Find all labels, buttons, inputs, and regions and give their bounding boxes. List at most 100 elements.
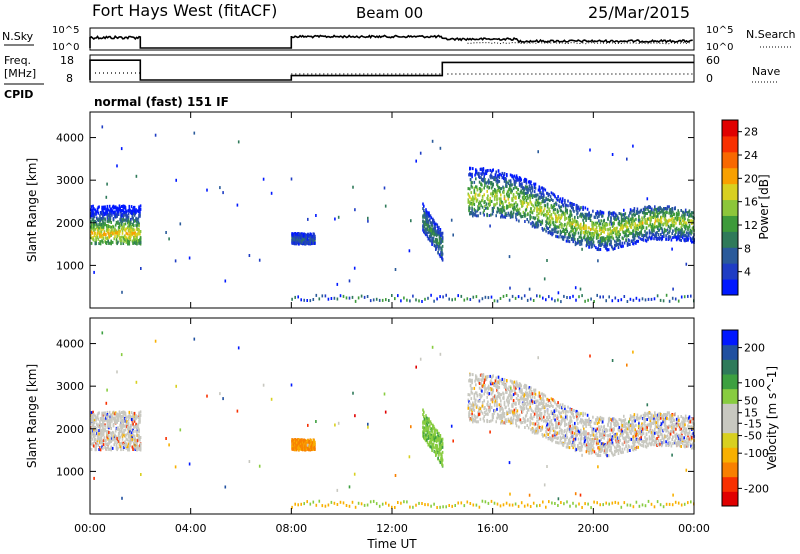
- data-cell: [131, 231, 134, 235]
- data-cell: [481, 195, 484, 198]
- data-cell: [124, 218, 127, 222]
- data-cell: [96, 216, 98, 220]
- data-cell: [520, 296, 523, 300]
- data-cell: [651, 207, 653, 211]
- data-cell: [292, 241, 295, 244]
- data-cell: [468, 414, 470, 418]
- data-cell: [397, 294, 399, 298]
- data-cell: [571, 217, 574, 221]
- data-cell: [327, 297, 330, 301]
- data-cell: [498, 392, 501, 396]
- data-cell: [430, 228, 433, 231]
- data-cell: [670, 214, 673, 218]
- data-cell: [506, 400, 509, 404]
- data-cell: [691, 219, 693, 223]
- data-cell: [619, 228, 621, 232]
- data-cell: [426, 423, 429, 427]
- data-cell: [660, 220, 663, 224]
- data-cell: [566, 236, 568, 240]
- data-cell: [106, 236, 109, 240]
- data-cell: [559, 208, 562, 212]
- data-cell: [121, 209, 123, 212]
- data-cell: [440, 237, 442, 241]
- data-cell: [556, 219, 559, 223]
- data-cell: [571, 202, 574, 206]
- data-cell: [641, 221, 644, 225]
- data-cell: [118, 432, 121, 435]
- data-cell: [599, 222, 602, 226]
- data-cell: [483, 175, 485, 179]
- data-cell: [684, 227, 687, 231]
- data-cell: [632, 223, 634, 227]
- data-cell: [581, 238, 584, 242]
- data-cell: [574, 226, 576, 229]
- data-cell: [677, 299, 680, 303]
- data-cell: [527, 202, 529, 205]
- data-cell: [429, 239, 432, 243]
- data-cell: [536, 204, 538, 208]
- data-cell: [121, 445, 123, 449]
- data-cell: [546, 213, 548, 217]
- data-cell: [127, 432, 129, 436]
- data-cell: [503, 194, 506, 198]
- data-cell: [434, 240, 436, 244]
- data-cell: [95, 418, 97, 422]
- data-cell: [478, 187, 481, 190]
- data-cell: [128, 448, 131, 452]
- data-cell: [431, 442, 433, 446]
- data-cell: [601, 230, 604, 233]
- data-cell: [509, 389, 511, 393]
- data-cell: [524, 196, 526, 200]
- data-cell: [543, 195, 545, 199]
- data-cell: [136, 430, 138, 434]
- data-cell: [96, 209, 99, 213]
- data-cell: [632, 233, 635, 237]
- data-cell: [675, 211, 678, 215]
- data-cell: [501, 382, 504, 386]
- data-cell: [584, 238, 587, 242]
- data-cell: [682, 212, 685, 216]
- data-cell: [481, 297, 484, 301]
- data-cell: [90, 442, 92, 446]
- data-cell: [481, 198, 484, 202]
- data-cell: [121, 431, 124, 435]
- data-cell: [133, 224, 135, 228]
- data-cell: [512, 204, 514, 208]
- data-cell: [110, 427, 112, 430]
- data-cell: [438, 237, 441, 241]
- data-cell: [517, 295, 520, 299]
- data-cell: [136, 236, 138, 239]
- data-cell: [441, 257, 444, 261]
- data-cell: [493, 178, 496, 182]
- data-cell: [662, 214, 664, 218]
- data-cell: [315, 293, 318, 297]
- data-cell: [678, 236, 680, 240]
- data-cell: [595, 225, 598, 229]
- data-cell: [109, 209, 112, 213]
- data-cell: [639, 221, 642, 225]
- data-cell: [514, 183, 516, 187]
- data-cell: [431, 430, 433, 434]
- data-cell: [632, 217, 635, 221]
- freq-label: Freq.: [4, 54, 31, 67]
- data-cell: [111, 209, 114, 213]
- data-cell: [291, 440, 293, 444]
- data-cell: [564, 232, 566, 236]
- data-cell: [440, 437, 442, 441]
- data-cell: [482, 179, 485, 183]
- data-cell: [498, 403, 501, 407]
- data-cell: [206, 188, 208, 192]
- data-cell: [518, 219, 520, 223]
- data-cell: [106, 214, 109, 218]
- data-cell: [478, 406, 481, 410]
- data-cell: [483, 392, 485, 396]
- data-cell: [99, 242, 102, 246]
- data-cell: [526, 205, 528, 209]
- data-cell: [481, 385, 484, 388]
- data-cell: [598, 243, 600, 247]
- data-cell: [602, 211, 605, 215]
- data-cell: [481, 389, 483, 393]
- data-cell: [555, 230, 557, 234]
- data-cell: [165, 231, 167, 234]
